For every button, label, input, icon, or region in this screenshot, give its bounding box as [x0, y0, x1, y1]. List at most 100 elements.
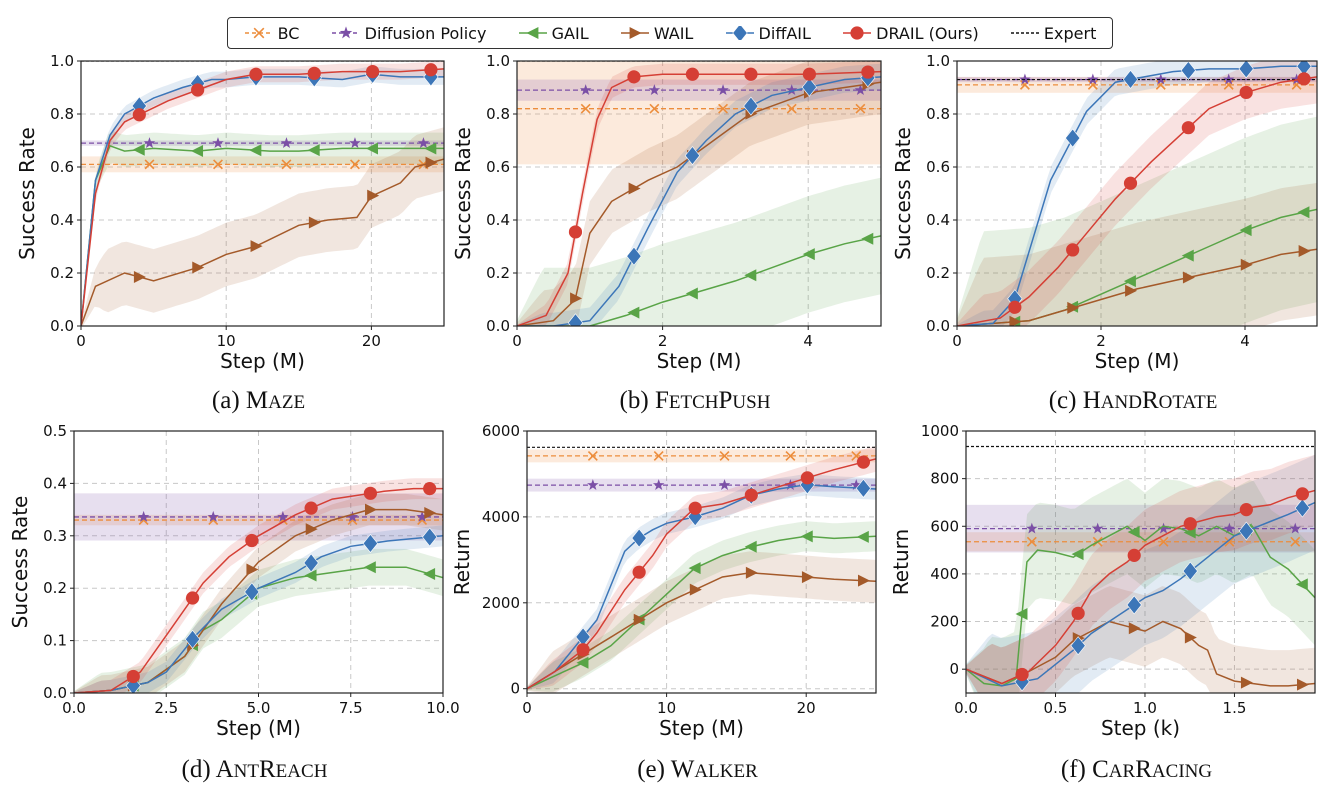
axes-frame	[80, 60, 445, 327]
baseline-marker	[416, 510, 428, 522]
baseline-marker	[579, 84, 592, 96]
legend-item: DiffAIL	[725, 24, 811, 43]
x-tick-label: 0	[952, 332, 962, 350]
chart-caption: (f) CARRACING	[1061, 756, 1213, 783]
series-band	[517, 61, 881, 326]
y-tick-label: 0	[949, 660, 959, 678]
baseline-band	[527, 449, 876, 463]
series-line	[957, 248, 1317, 326]
x-tick-label: 2	[1096, 332, 1106, 350]
y-tick-label: 0.6	[486, 158, 510, 176]
series-marker	[1123, 275, 1136, 288]
y-axis-label: Success Rate	[891, 127, 915, 260]
series-marker	[191, 145, 204, 158]
series-marker	[1238, 61, 1254, 79]
series-marker	[424, 63, 438, 77]
series-marker	[744, 540, 757, 553]
baseline-marker	[718, 103, 729, 114]
series-marker	[184, 629, 201, 649]
legend-marker	[731, 26, 748, 40]
y-tick-label: 0.0	[926, 317, 950, 335]
baseline-marker	[785, 84, 798, 96]
series-marker	[304, 569, 317, 582]
x-tick-label: 10	[657, 699, 676, 717]
series-marker	[192, 261, 205, 274]
plot-area	[517, 61, 881, 326]
baseline-marker	[143, 137, 156, 149]
baseline-marker	[855, 103, 866, 114]
legend: BC Diffusion Policy GAIL WAIL DiffAIL DRAIL (…	[227, 17, 1113, 49]
x-tick-label: 10	[217, 332, 236, 350]
series-marker	[568, 225, 583, 239]
baseline-marker	[277, 510, 289, 522]
series-marker	[250, 240, 263, 253]
series-marker	[1125, 284, 1138, 297]
baseline-marker	[717, 84, 729, 96]
baseline-marker	[1087, 79, 1098, 90]
baseline-marker	[587, 450, 598, 461]
series-marker	[1122, 69, 1139, 89]
series-marker	[856, 530, 869, 543]
x-axis-label: Step (k)	[1101, 716, 1180, 740]
chart-caption: (d) ANTREACH	[182, 756, 328, 783]
series-band	[74, 493, 443, 693]
legend-marker	[339, 26, 352, 39]
series-marker	[801, 571, 814, 584]
y-tick-label: 0.2	[486, 264, 510, 282]
series-marker	[1127, 548, 1141, 562]
series-marker	[1297, 72, 1311, 86]
series-line	[81, 158, 444, 326]
series-marker	[744, 269, 757, 282]
baseline-marker	[649, 103, 660, 114]
series-marker	[363, 486, 378, 500]
series-line	[527, 458, 876, 690]
y-tick-label: 0.6	[926, 158, 950, 176]
series-band	[957, 61, 1317, 326]
baseline-band	[81, 156, 444, 173]
baseline-marker	[785, 450, 796, 461]
legend-marker	[629, 27, 642, 39]
y-tick-label: 0.5	[43, 422, 67, 440]
legend-item: GAIL	[518, 24, 589, 43]
chart-caption: (c) HANDROTATE	[1049, 387, 1218, 414]
series-marker	[1071, 606, 1085, 620]
baseline-marker	[1224, 536, 1235, 547]
series-marker	[1065, 128, 1081, 148]
x-tick-label: 0	[522, 699, 532, 717]
y-tick-label: 600	[930, 517, 959, 535]
baseline-marker	[718, 479, 731, 491]
baseline-band	[966, 532, 1315, 552]
baseline-marker	[1091, 522, 1104, 534]
x-axis-label: Step (M)	[216, 716, 301, 740]
series-marker	[191, 83, 205, 97]
series-marker	[800, 530, 813, 543]
series-marker	[858, 574, 871, 587]
baseline-marker	[1157, 522, 1170, 534]
series-band	[81, 127, 444, 326]
y-tick-label: 0.2	[926, 264, 950, 282]
y-tick-label: 0.6	[50, 158, 74, 176]
series-line	[966, 620, 1315, 687]
baseline-marker	[786, 103, 797, 114]
series-band	[517, 177, 881, 326]
y-tick-label: 0.4	[486, 211, 510, 229]
series-marker	[185, 591, 200, 605]
series-marker	[249, 67, 263, 81]
series-marker	[1009, 315, 1022, 326]
series-marker	[1126, 595, 1142, 615]
series-marker	[307, 66, 321, 80]
chart-panel: 0 2 4 0.0 0.2 0.4 0.6 0.8 1.0 Step (M) Success Rat…	[891, 52, 1318, 414]
y-tick-label: 200	[930, 613, 959, 631]
legend-item: Diffusion Policy	[331, 24, 486, 43]
series-marker	[307, 144, 320, 157]
legend-label: Expert	[1043, 23, 1097, 43]
series-marker	[1239, 503, 1253, 517]
chart-panel: 0.0 0.5 1.0 1.5 0 200 400 600 800 1000 Step (k) Ret…	[889, 422, 1316, 783]
y-tick-label: 1.0	[926, 52, 950, 70]
legend-label: WAIL	[653, 23, 694, 43]
y-tick-label: 800	[930, 470, 959, 488]
baseline-marker	[417, 137, 430, 149]
series-marker	[685, 287, 698, 300]
series-marker	[1127, 525, 1140, 538]
series-marker	[744, 67, 758, 81]
